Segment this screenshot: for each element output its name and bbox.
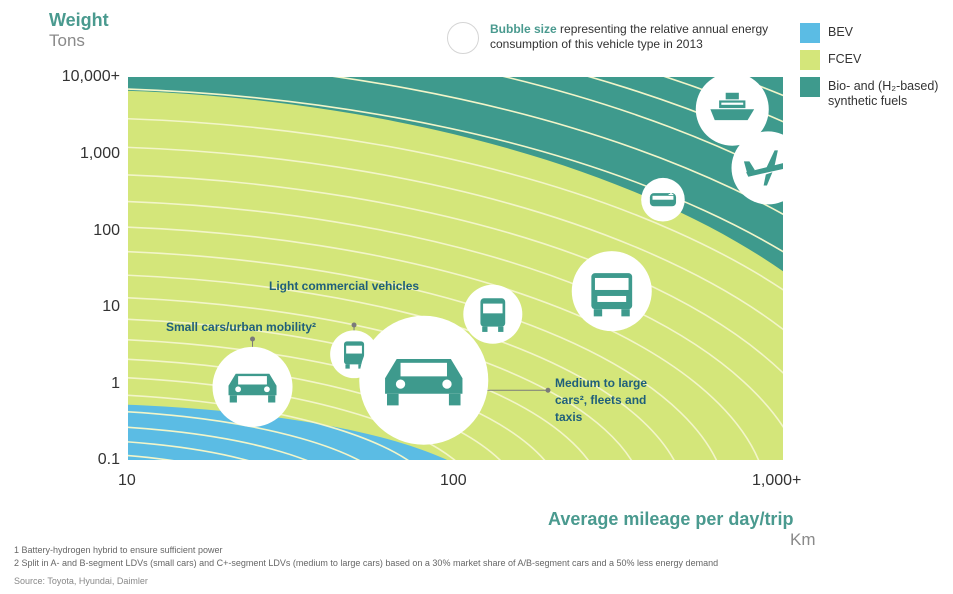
y-tick-100: 100 xyxy=(93,222,120,239)
bubble-size-note: Bubble size representing the relative an… xyxy=(490,22,790,52)
bubble-bus xyxy=(463,284,523,344)
leader-dot xyxy=(250,336,256,342)
bev-region xyxy=(128,404,448,460)
footnote-1: 1 Battery-hydrogen hybrid to ensure suff… xyxy=(14,545,223,555)
plane-icon xyxy=(743,150,783,186)
leader-dot xyxy=(351,322,357,328)
car-icon xyxy=(228,373,277,403)
annotation-train-footnote: 1 xyxy=(668,187,674,198)
bubble-train xyxy=(641,177,685,222)
contour-line xyxy=(128,117,783,291)
leader-dot xyxy=(545,387,551,393)
bubble-truck xyxy=(571,251,652,332)
annotation-leader-lines xyxy=(250,322,551,393)
source-note: Source: Toyota, Hyundai, Daimler xyxy=(14,576,148,586)
contour-line xyxy=(128,250,718,460)
ship-icon xyxy=(710,92,755,121)
annotation-medium-large-cars: Medium to large cars², fleets and taxis xyxy=(555,376,648,424)
legend-swatch-synthetic-fuels xyxy=(800,77,820,97)
x-tick-10: 10 xyxy=(118,472,136,489)
x-tick-1000: 1,000+ xyxy=(752,472,802,489)
bubble-ship xyxy=(695,77,769,146)
truck-icon xyxy=(591,273,633,317)
contour-line xyxy=(128,394,410,460)
contour-line xyxy=(128,377,456,460)
annotation-truck-footnote: 1 xyxy=(633,268,639,279)
annotation-light-commercial: Light commercial vehicles xyxy=(269,279,420,293)
van-icon xyxy=(344,341,365,369)
bubble-medium-to-large-car xyxy=(359,315,489,445)
y-axis-title: Weight xyxy=(49,10,109,30)
y-axis-unit: Tons xyxy=(49,31,85,50)
contour-line xyxy=(332,77,783,216)
y-tick-10000: 10,000+ xyxy=(61,68,120,85)
bubble-small-car xyxy=(212,346,293,427)
synthetic-fuels-region xyxy=(128,77,783,272)
bus-icon xyxy=(480,298,506,332)
bubble-size-note-bold: Bubble size xyxy=(490,22,557,36)
x-axis-unit: Km xyxy=(790,530,816,549)
annotation-small-cars: Small cars/urban mobility² xyxy=(166,320,317,334)
bubble-chart-plot xyxy=(128,77,783,460)
y-tick-0-1: 0.1 xyxy=(97,451,120,468)
bubble-size-note-text: representing the relative annual energy … xyxy=(490,22,769,51)
x-axis-title: Average mileage per day/trip xyxy=(548,509,794,529)
contour-line xyxy=(128,426,308,460)
footnote-2: 2 Split in A- and B-segment LDVs (small … xyxy=(14,558,719,568)
train-icon xyxy=(649,193,677,207)
legend-label-synthetic-fuels: Bio- and (H₂-based) synthetic fuels xyxy=(828,79,939,108)
contour-line xyxy=(128,441,249,460)
legend-swatch-bev xyxy=(800,23,820,43)
legend-label-bev: BEV xyxy=(828,25,854,39)
contour-line xyxy=(128,226,760,460)
car-icon xyxy=(385,358,463,406)
bubble-plane xyxy=(731,131,783,205)
contour-line xyxy=(128,146,783,331)
vehicle-bubbles xyxy=(212,77,783,445)
x-tick-100: 100 xyxy=(440,472,467,489)
contour-line xyxy=(128,411,361,460)
bubble-circle xyxy=(731,131,783,205)
legend-swatch-fcev xyxy=(800,50,820,70)
y-tick-10: 10 xyxy=(102,298,120,315)
y-tick-1: 1 xyxy=(111,375,120,392)
contour-line xyxy=(128,88,783,253)
contour-line xyxy=(128,274,675,460)
bubble-size-sample-circle xyxy=(447,22,479,54)
legend-label-fcev: FCEV xyxy=(828,52,862,66)
y-tick-1000: 1,000 xyxy=(79,145,120,162)
